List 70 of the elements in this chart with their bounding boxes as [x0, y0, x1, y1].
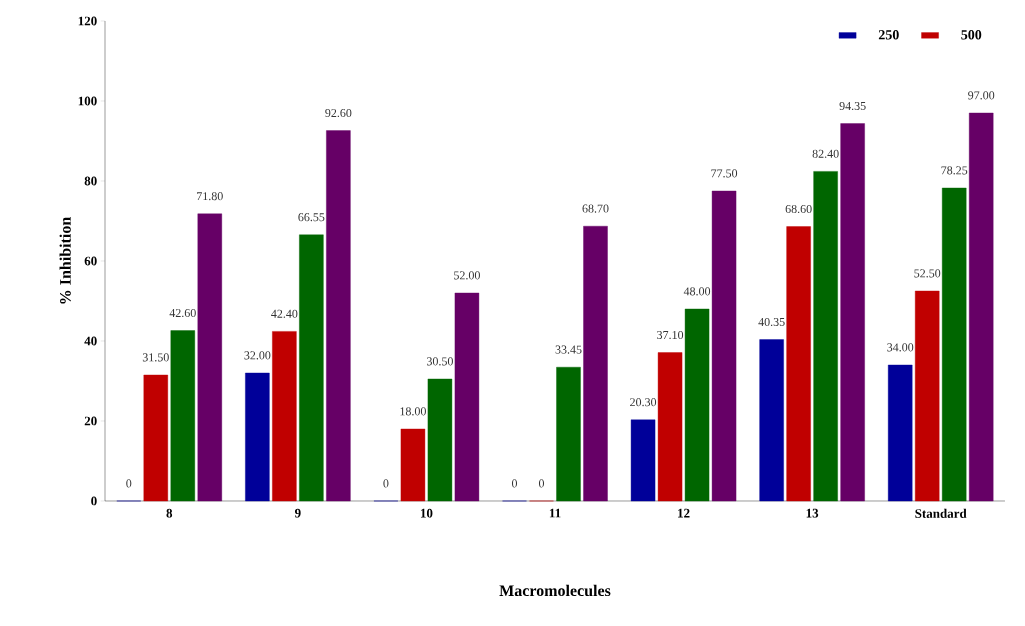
data-label: 42.40: [271, 309, 298, 318]
data-label: 52.00: [454, 271, 480, 280]
x-tick-label: Standard: [915, 508, 967, 518]
bar: [326, 130, 351, 502]
x-tick-label: 9: [294, 508, 301, 518]
bar: [272, 331, 297, 502]
bar: [143, 374, 168, 502]
bar: [630, 419, 656, 502]
y-tick-label: 40: [84, 336, 97, 346]
data-label: 37.10: [657, 330, 684, 340]
data-label: 40.35: [758, 317, 785, 327]
data-label: 94.35: [839, 101, 866, 111]
data-label: 97.00: [968, 91, 995, 100]
legend-label: 250: [878, 29, 899, 40]
data-label: 0: [511, 479, 518, 488]
x-axis-title: Macromolecules: [499, 584, 611, 597]
data-label: 31.50: [142, 353, 169, 362]
data-label: 71.80: [197, 192, 223, 201]
bar: [813, 171, 838, 502]
data-label: 92.60: [325, 108, 352, 118]
bar: [657, 352, 683, 502]
data-label: 34.00: [887, 343, 914, 352]
bar: [556, 366, 581, 502]
bar: [400, 428, 426, 502]
data-label: 48.00: [683, 287, 711, 296]
bar: [759, 339, 784, 502]
bar: [942, 187, 967, 502]
bar: [888, 364, 913, 502]
y-tick-label: 120: [78, 16, 97, 26]
bar: [583, 225, 608, 502]
bar: [711, 190, 737, 502]
x-tick-label: 11: [549, 508, 561, 518]
bar: [684, 308, 710, 502]
data-label: 18.00: [400, 407, 426, 416]
y-tick-label: 100: [78, 96, 97, 106]
data-label: 0: [383, 479, 389, 488]
bar: [427, 378, 453, 502]
bar: [170, 330, 195, 502]
data-label: 0: [538, 479, 545, 488]
data-label: 82.40: [812, 149, 839, 158]
bar: [299, 234, 324, 502]
y-tick-label: 60: [84, 256, 97, 266]
bar: [245, 372, 270, 502]
bar: [786, 226, 811, 502]
x-tick-label: 8: [166, 508, 173, 518]
data-label: 52.50: [914, 269, 941, 278]
data-label: 20.30: [630, 398, 657, 407]
x-tick-label: 13: [806, 508, 819, 518]
y-tick-label: 20: [84, 416, 97, 426]
y-tick-label: 80: [84, 176, 97, 186]
bar: [840, 123, 865, 502]
data-label: 77.50: [711, 169, 738, 178]
legend-label: 500: [961, 29, 982, 40]
data-label: 66.55: [298, 213, 325, 222]
data-label: 0: [126, 479, 132, 488]
bar: [915, 290, 940, 502]
data-label: 78.25: [941, 166, 968, 175]
bar: [454, 292, 480, 502]
data-label: 30.50: [427, 357, 453, 366]
data-label: 32.00: [244, 351, 271, 360]
y-axis-title: % Inhibition: [59, 216, 71, 304]
bar: [969, 112, 994, 502]
data-label: 68.60: [785, 204, 812, 214]
bar: [197, 213, 222, 502]
y-tick-label: 0: [91, 496, 97, 506]
data-label: 33.45: [555, 345, 582, 354]
x-tick-label: 10: [420, 508, 433, 518]
x-tick-label: 12: [678, 508, 690, 518]
data-label: 42.60: [169, 308, 196, 318]
data-label: 68.70: [582, 204, 609, 213]
